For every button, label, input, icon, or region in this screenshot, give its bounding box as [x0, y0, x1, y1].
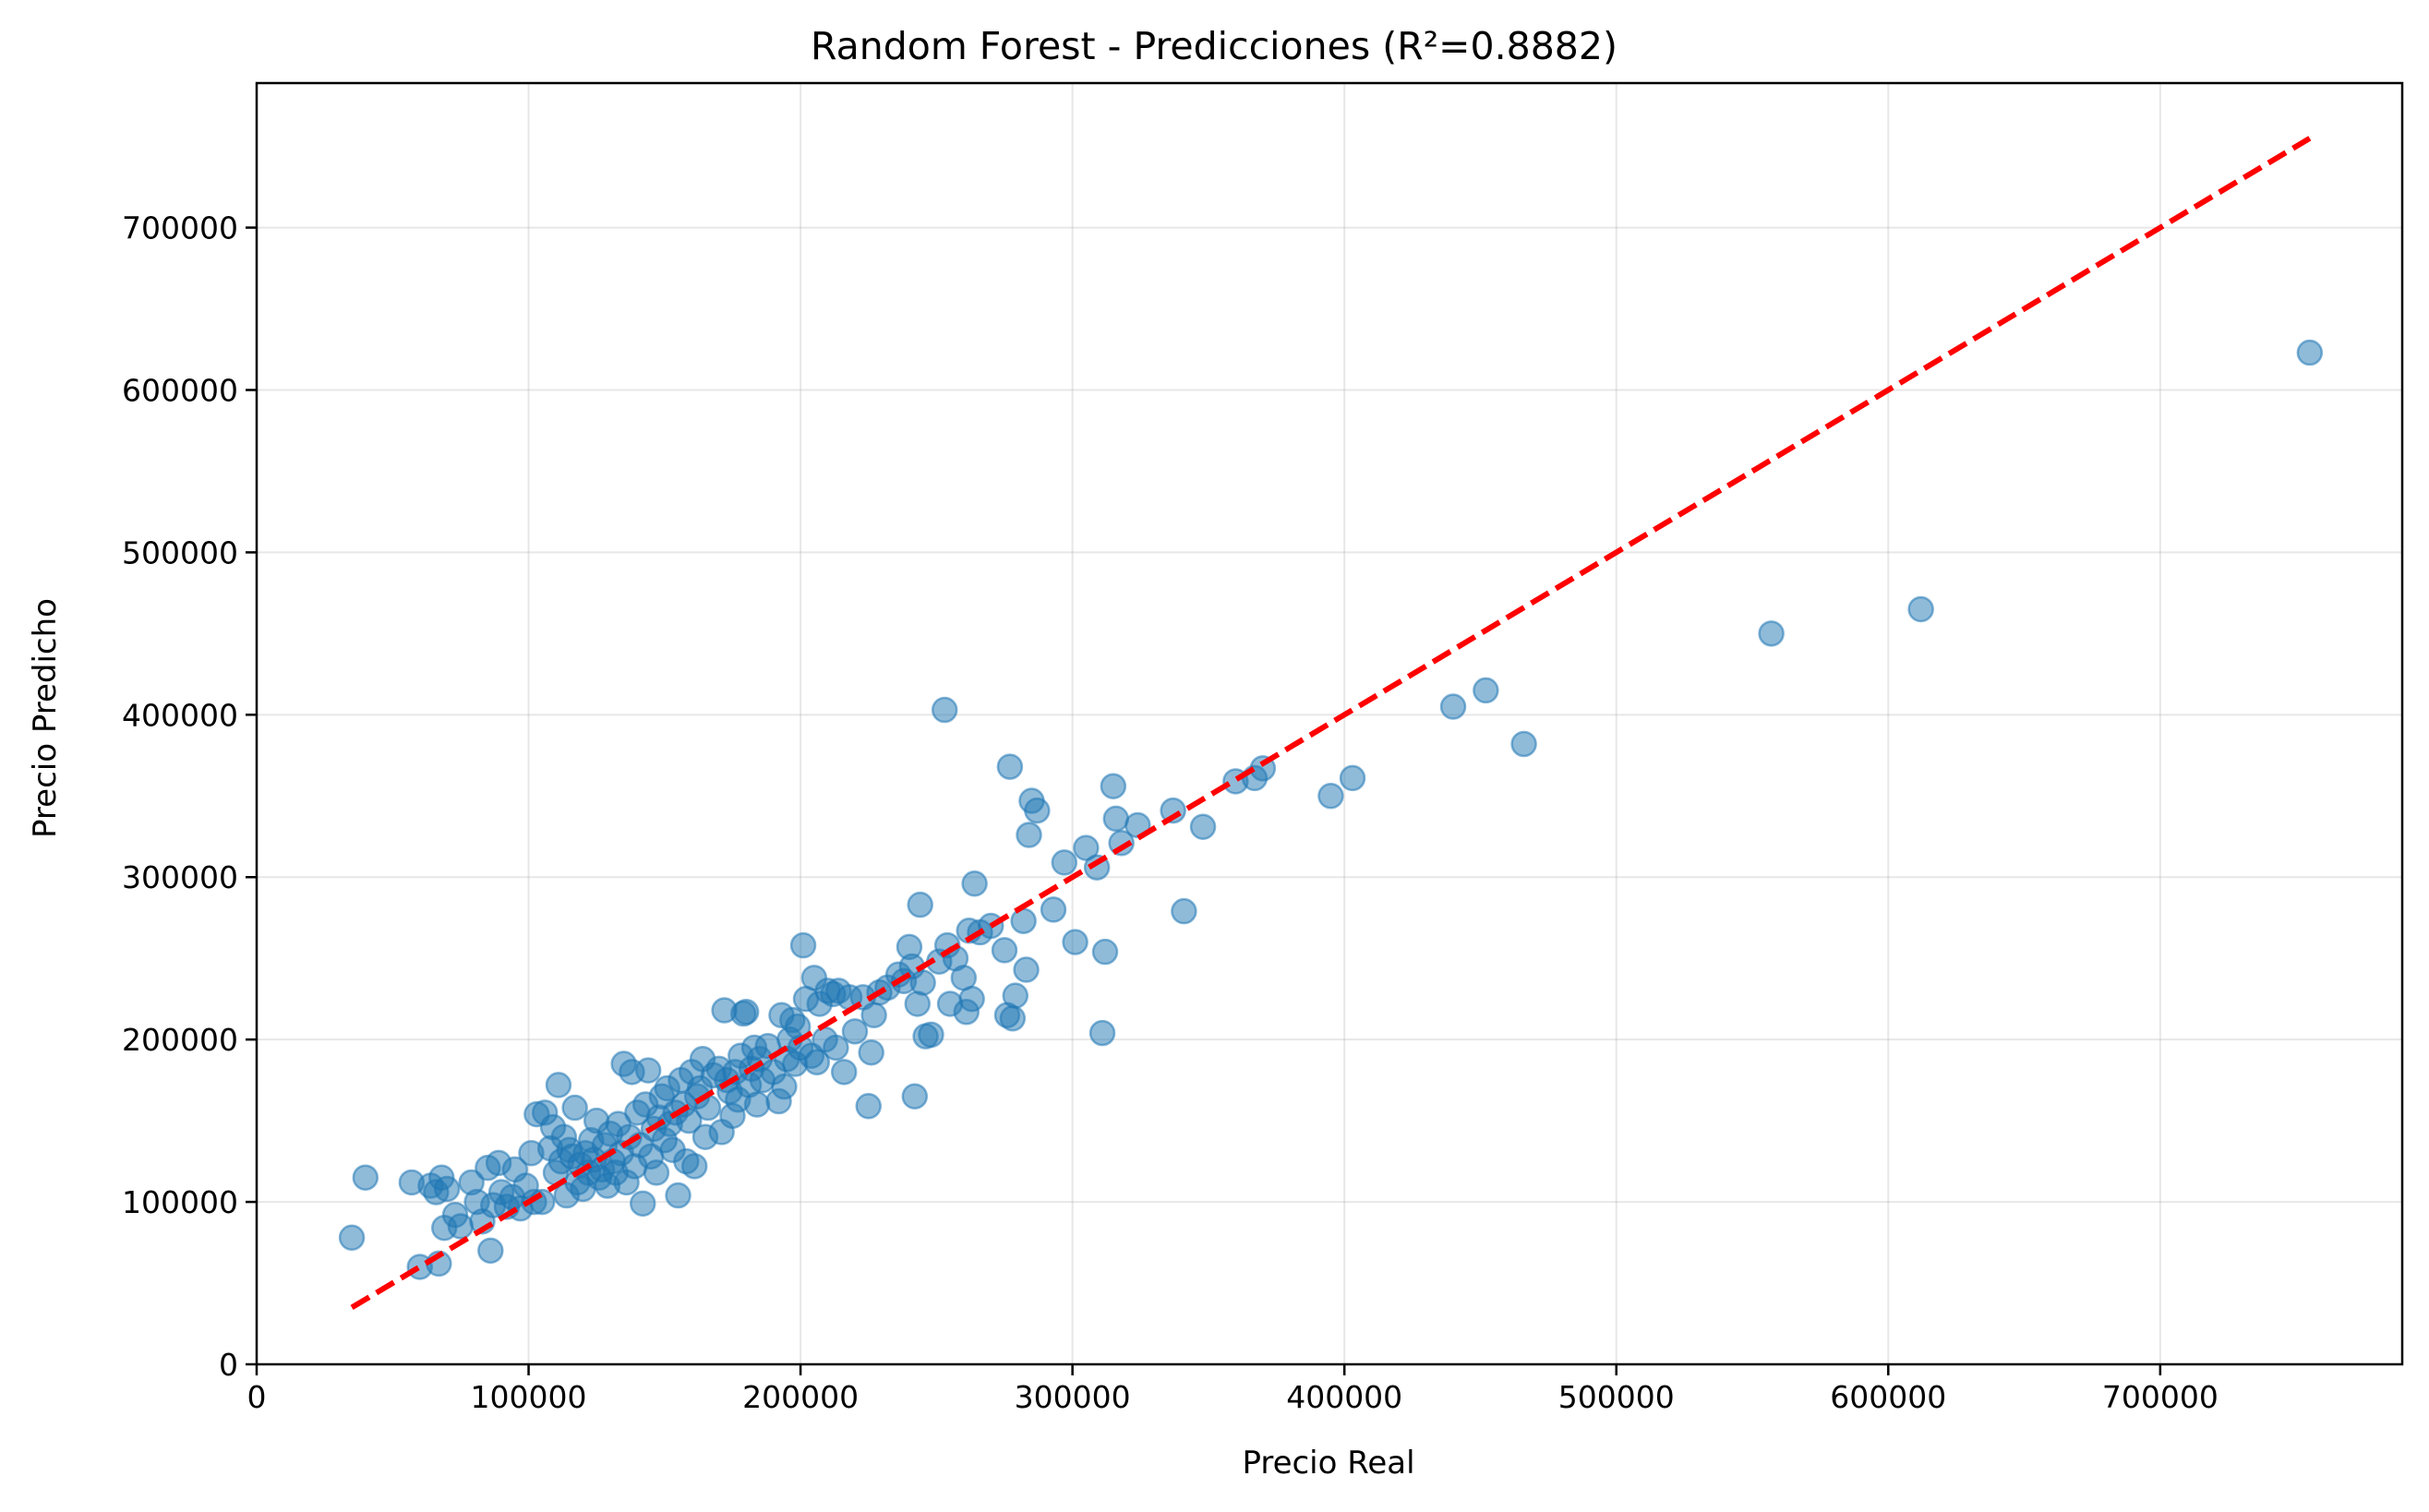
- x-tick-label: 400000: [1286, 1379, 1402, 1415]
- x-tick-label: 100000: [471, 1379, 587, 1415]
- data-point: [1439, 693, 1467, 720]
- y-axis-label: Precio Predicho: [27, 598, 64, 838]
- data-point: [561, 1094, 588, 1122]
- x-tick-label: 200000: [742, 1379, 859, 1415]
- data-point: [447, 1213, 475, 1240]
- x-tick-label: 500000: [1558, 1379, 1675, 1415]
- data-point: [860, 1002, 887, 1029]
- data-point: [830, 1059, 858, 1086]
- x-tick-label: 0: [247, 1379, 267, 1415]
- y-tick-label: 0: [219, 1347, 238, 1383]
- data-point: [1317, 783, 1344, 810]
- data-point: [803, 1049, 831, 1076]
- data-point: [477, 1237, 504, 1265]
- data-point: [743, 1091, 771, 1118]
- data-point: [1100, 773, 1127, 799]
- grid-lines: [256, 83, 2402, 1365]
- data-point: [991, 937, 1018, 964]
- data-point: [634, 1057, 662, 1084]
- data-point: [338, 1224, 366, 1252]
- y-tick-label: 600000: [122, 372, 238, 408]
- data-point: [901, 1083, 929, 1110]
- data-point: [1040, 896, 1067, 923]
- data-point: [1102, 805, 1130, 833]
- data-point: [1024, 797, 1051, 824]
- x-tick-label: 700000: [2102, 1379, 2219, 1415]
- data-point: [961, 870, 988, 897]
- data-point: [1907, 595, 1934, 623]
- data-point: [855, 1093, 882, 1120]
- data-point: [931, 696, 958, 724]
- data-point: [630, 1190, 656, 1218]
- data-point: [1016, 822, 1042, 848]
- data-point: [909, 969, 936, 996]
- axes-frame: [255, 81, 2404, 1366]
- data-point: [1189, 813, 1217, 840]
- data-point: [907, 891, 933, 918]
- data-point: [771, 1073, 798, 1100]
- data-point: [1758, 620, 1785, 647]
- data-point: [958, 985, 985, 1013]
- data-point: [352, 1164, 379, 1191]
- y-tick-label: 300000: [122, 859, 238, 895]
- data-point: [918, 1021, 944, 1049]
- data-point: [1010, 907, 1037, 934]
- chart-title: Random Forest - Predicciones (R²=0.8882): [811, 24, 1617, 68]
- data-point: [1171, 897, 1197, 925]
- x-axis-label: Precio Real: [1242, 1445, 1414, 1482]
- data-point: [680, 1153, 708, 1180]
- data-point: [1051, 849, 1078, 876]
- data-point: [996, 753, 1024, 780]
- x-tick-label: 300000: [1015, 1379, 1131, 1415]
- data-point: [433, 1175, 461, 1203]
- reference-line: [350, 136, 2312, 1311]
- data-point: [789, 931, 817, 959]
- data-point: [643, 1159, 670, 1186]
- reference-line-group: [350, 136, 2312, 1311]
- data-point: [999, 1005, 1027, 1032]
- data-point: [1091, 938, 1119, 966]
- y-tick-label: 100000: [122, 1184, 238, 1220]
- y-tick-label: 200000: [122, 1022, 238, 1058]
- data-point: [1002, 982, 1029, 1009]
- data-point: [1062, 929, 1088, 955]
- data-point: [1510, 730, 1537, 758]
- y-tick-label: 700000: [122, 210, 238, 246]
- data-point: [841, 1018, 869, 1045]
- data-point: [1013, 956, 1040, 983]
- axis-ticks: 0 100000 200000 300000 400000 500000 600000 700…: [122, 210, 2219, 1415]
- y-tick-label: 400000: [122, 697, 238, 733]
- data-point: [1073, 834, 1100, 861]
- data-point: [665, 1182, 691, 1209]
- data-point: [732, 999, 760, 1026]
- y-tick-label: 500000: [122, 534, 238, 570]
- data-point: [1088, 1019, 1116, 1047]
- data-point: [1339, 764, 1366, 792]
- x-tick-label: 600000: [1830, 1379, 1946, 1415]
- data-point: [1473, 677, 1499, 704]
- data-point: [2296, 339, 2324, 366]
- data-point: [545, 1072, 572, 1098]
- data-point: [823, 1034, 849, 1062]
- data-point: [858, 1038, 884, 1066]
